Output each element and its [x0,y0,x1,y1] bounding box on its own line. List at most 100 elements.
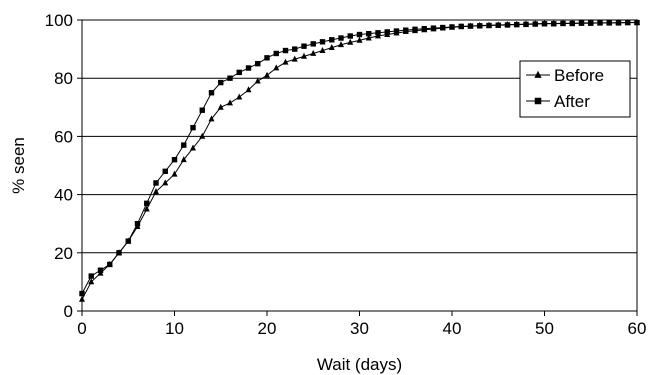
data-point-after [366,30,372,37]
series-layer [79,18,640,302]
data-point-after [588,20,594,26]
data-point-after [208,90,215,96]
data-point-after [597,20,603,26]
data-point-after [551,21,557,27]
data-point-after [449,24,455,30]
data-point-after [273,50,279,57]
data-point-before [171,170,178,177]
data-point-after [181,142,187,148]
data-point-before [291,55,298,62]
data-point-before [338,41,344,48]
data-point-before [273,64,280,71]
data-point-before [264,71,270,78]
data-point-before [143,205,150,212]
data-point-after [541,21,548,27]
data-point-after [421,26,427,32]
x-tick-label: 30 [350,319,369,338]
data-point-after [199,107,205,113]
data-point-after [338,35,344,41]
data-point-after [403,27,409,33]
data-point-before [153,188,159,195]
data-point-before [79,295,85,302]
data-point-after [292,46,298,52]
legend-label: After [554,92,590,111]
data-point-before [208,115,215,122]
data-point-before [347,38,354,45]
data-point-after [514,21,520,28]
data-point-before [301,52,307,59]
data-point-after [171,156,178,163]
legend-marker-after [534,97,542,105]
data-point-after [218,79,224,86]
legend-marker-before [534,70,542,78]
y-tick-label: 0 [64,302,73,321]
data-point-after [467,23,474,29]
series-after [79,19,640,297]
y-axis-label: % seen [9,137,28,194]
data-point-after [236,69,242,76]
y-axis-ticks: 0 20 40 60 80 100 [45,11,82,321]
data-point-after [329,37,335,43]
x-tick-label: 20 [258,319,277,338]
data-point-after [375,30,381,36]
data-point-after [116,250,122,256]
data-point-after [310,41,316,47]
data-point-after [569,20,575,27]
data-point-after [255,60,261,67]
data-point-after [430,25,437,31]
data-point-after [107,261,113,268]
data-point-before [282,58,289,65]
data-point-after [125,238,131,244]
data-point-after [347,33,353,39]
data-point-after [606,20,612,26]
data-point-after [134,221,141,227]
data-point-after [412,26,418,33]
data-point-after [319,39,326,45]
data-point-after [301,43,307,49]
x-tick-label: 10 [165,319,184,338]
data-point-after [634,19,640,26]
data-point-before [162,179,169,186]
y-tick-label: 80 [54,69,73,88]
legend-box [519,60,631,118]
data-point-after [79,290,85,297]
data-point-before [356,36,363,43]
y-tick-label: 100 [45,11,73,30]
data-point-after [458,23,464,30]
y-tick-label: 20 [54,244,73,263]
data-point-before [227,99,233,106]
data-point-after [227,75,233,81]
data-point-before [310,49,317,56]
data-point-before [254,77,261,84]
data-point-before [199,132,206,139]
x-tick-label: 0 [77,319,86,338]
data-point-after [264,55,270,61]
data-point-after [504,22,511,28]
y-tick-label: 60 [54,127,73,146]
legend-item-after: After [526,92,590,111]
x-tick-label: 60 [628,319,647,338]
data-point-after [625,19,631,26]
data-point-before [365,34,372,41]
x-tick-label: 50 [535,319,554,338]
data-point-before [180,156,187,163]
data-point-before [319,46,326,53]
data-point-after [440,24,446,31]
legend: Before After [519,60,631,118]
data-point-after [532,21,538,27]
y-tick-label: 40 [54,186,73,205]
data-point-after [393,28,400,34]
x-axis-label: Wait (days) [317,355,402,374]
data-point-after [162,168,168,175]
data-point-after [486,22,492,29]
data-point-before [328,44,335,51]
data-point-after [523,21,529,28]
data-point-after [282,47,289,54]
data-point-after [560,20,566,27]
legend-item-before: Before [526,66,604,85]
x-axis-ticks: 0 10 20 30 40 50 60 [77,311,646,338]
data-point-after [153,180,159,186]
data-point-after [578,20,585,26]
data-point-before [245,86,252,93]
